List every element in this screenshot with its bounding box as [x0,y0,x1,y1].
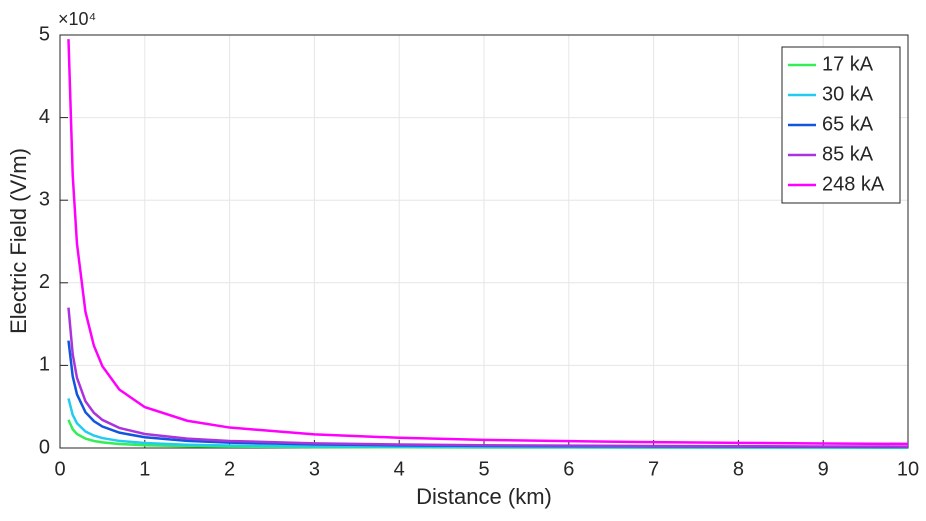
legend-label: 248 kA [822,173,885,195]
y-tick-label: 3 [39,188,50,210]
x-tick-label: 1 [139,458,150,480]
series-line [67,307,909,448]
legend-label: 17 kA [822,53,874,75]
x-tick-label: 8 [733,458,744,480]
y-tick-label: 4 [39,106,50,128]
x-tick-label: 2 [224,458,235,480]
legend-label: 85 kA [822,143,874,165]
series-line [67,340,909,449]
y-tick-label: 2 [39,271,50,293]
series-line [67,39,909,446]
x-tick-label: 4 [394,458,405,480]
x-axis-label: Distance (km) [416,484,552,509]
legend-label: 65 kA [822,113,874,135]
y-exponent: ×10⁴ [58,9,96,29]
x-tick-label: 7 [648,458,659,480]
x-tick-label: 0 [54,458,65,480]
legend-label: 30 kA [822,83,874,105]
x-tick-label: 9 [818,458,829,480]
y-tick-label: 0 [39,436,50,458]
y-tick-label: 1 [39,354,50,376]
y-axis-label: Electric Field (V/m) [6,148,31,334]
y-tick-label: 5 [39,23,50,45]
x-tick-label: 6 [563,458,574,480]
x-tick-label: 3 [309,458,320,480]
x-tick-label: 10 [897,458,919,480]
x-tick-label: 5 [478,458,489,480]
